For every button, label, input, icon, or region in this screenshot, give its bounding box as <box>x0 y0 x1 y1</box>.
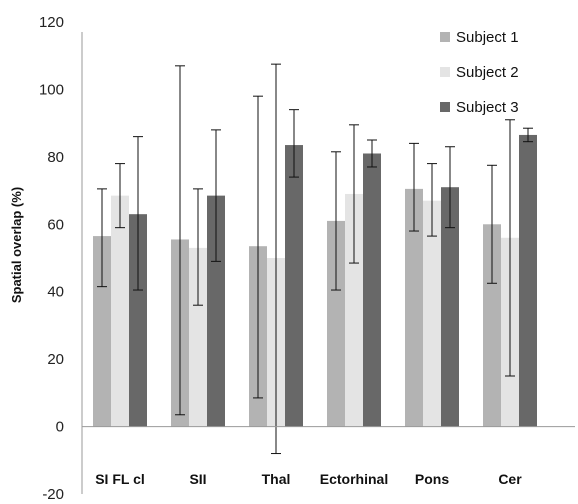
y-tick-label: 20 <box>47 351 64 368</box>
legend-swatch <box>440 32 450 42</box>
bar <box>285 145 303 427</box>
y-tick-label: 100 <box>39 81 64 98</box>
bar <box>519 134 537 427</box>
bar <box>207 195 225 427</box>
y-tick-label: 0 <box>56 419 64 436</box>
bar <box>93 236 111 427</box>
category-label: SII <box>189 471 206 487</box>
bar <box>129 214 147 427</box>
error-bars <box>97 63 533 455</box>
bar <box>189 247 207 427</box>
legend-label: Subject 3 <box>456 99 519 116</box>
bar <box>363 153 381 427</box>
bar <box>441 187 459 427</box>
category-labels: SI FL cl SII Thal Ectorhinal Pons Cer <box>95 471 522 487</box>
category-label: Cer <box>498 471 522 487</box>
bar <box>327 220 345 427</box>
category-label: SI FL cl <box>95 471 145 487</box>
bar <box>111 195 129 427</box>
y-tick-labels: -20 0 20 40 60 80 100 120 <box>39 14 64 503</box>
category-label: Ectorhinal <box>320 471 388 487</box>
legend-swatch <box>440 67 450 77</box>
y-tick-label: 40 <box>47 284 64 301</box>
legend-label: Subject 1 <box>456 29 519 46</box>
y-tick-label: -20 <box>42 486 64 503</box>
y-tick-label: 80 <box>47 149 64 166</box>
bar <box>423 200 441 427</box>
bar <box>405 188 423 427</box>
bars <box>93 134 537 427</box>
y-tick-label: 60 <box>47 216 64 233</box>
category-label: Pons <box>415 471 449 487</box>
legend-label: Subject 2 <box>456 64 519 81</box>
y-axis-label: Spatial overlap (%) <box>9 187 24 303</box>
bar <box>345 193 363 427</box>
legend: Subject 1 Subject 2 Subject 3 <box>440 29 519 116</box>
legend-swatch <box>440 102 450 112</box>
bar <box>483 224 501 427</box>
category-label: Thal <box>262 471 291 487</box>
axes <box>81 32 575 494</box>
y-tick-label: 120 <box>39 14 64 31</box>
